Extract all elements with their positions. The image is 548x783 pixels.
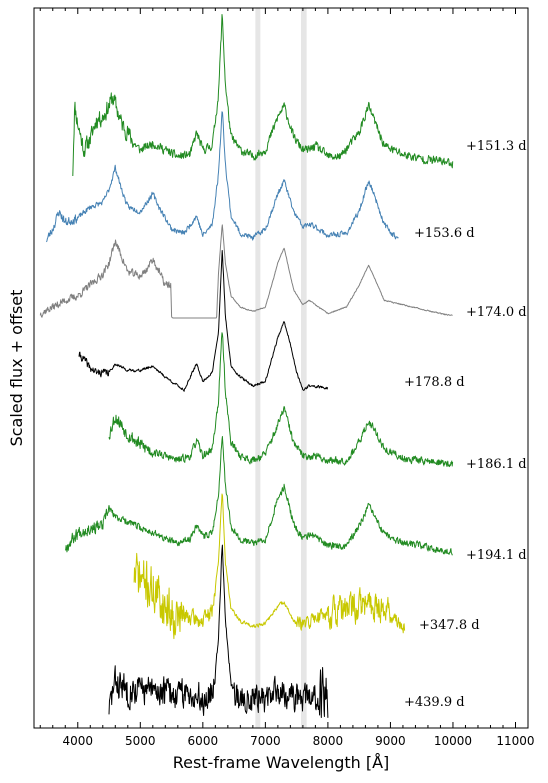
shaded-bands <box>255 8 307 728</box>
spectrum-line <box>108 544 329 718</box>
x-tick-label: 6000 <box>188 734 219 748</box>
x-tick-label: 7000 <box>250 734 281 748</box>
spectrum-line <box>46 111 399 243</box>
x-tick-label: 11000 <box>496 734 534 748</box>
epoch-label: +178.8 d <box>404 375 465 390</box>
spectrum-line <box>108 332 454 468</box>
x-axis-title: Rest-frame Wavelength [Å] <box>173 753 390 772</box>
epoch-label: +186.1 d <box>466 457 527 472</box>
shaded-band <box>301 8 307 728</box>
x-tick-label: 8000 <box>313 734 344 748</box>
epoch-label: +153.6 d <box>414 226 475 241</box>
x-tick-label: 5000 <box>125 734 156 748</box>
spectrum-line <box>64 436 453 556</box>
epoch-labels: +151.3 d +153.6 d +174.0 d +178.8 d +186.1 d… <box>404 139 527 710</box>
x-tick-label: 10000 <box>434 734 472 748</box>
epoch-label: +151.3 d <box>466 139 527 154</box>
spectrum-line <box>72 14 454 177</box>
spectrum-line <box>39 224 453 319</box>
shaded-band <box>255 8 261 728</box>
plot-frame <box>33 7 529 729</box>
epoch-label: +347.8 d <box>419 618 480 633</box>
spectrum-line <box>133 493 406 640</box>
x-tick-label: 4000 <box>62 734 93 748</box>
epoch-label: +194.1 d <box>466 548 527 563</box>
x-tick-label: 9000 <box>375 734 406 748</box>
x-axis: 4000 5000 6000 7000 8000 9000 10000 11000 <box>39 8 535 748</box>
y-axis-title: Scaled flux + offset <box>7 290 26 447</box>
epoch-label: +174.0 d <box>466 305 527 320</box>
spectra-series <box>39 14 454 718</box>
spectrum-line <box>78 250 329 392</box>
epoch-label: +439.9 d <box>404 695 465 710</box>
